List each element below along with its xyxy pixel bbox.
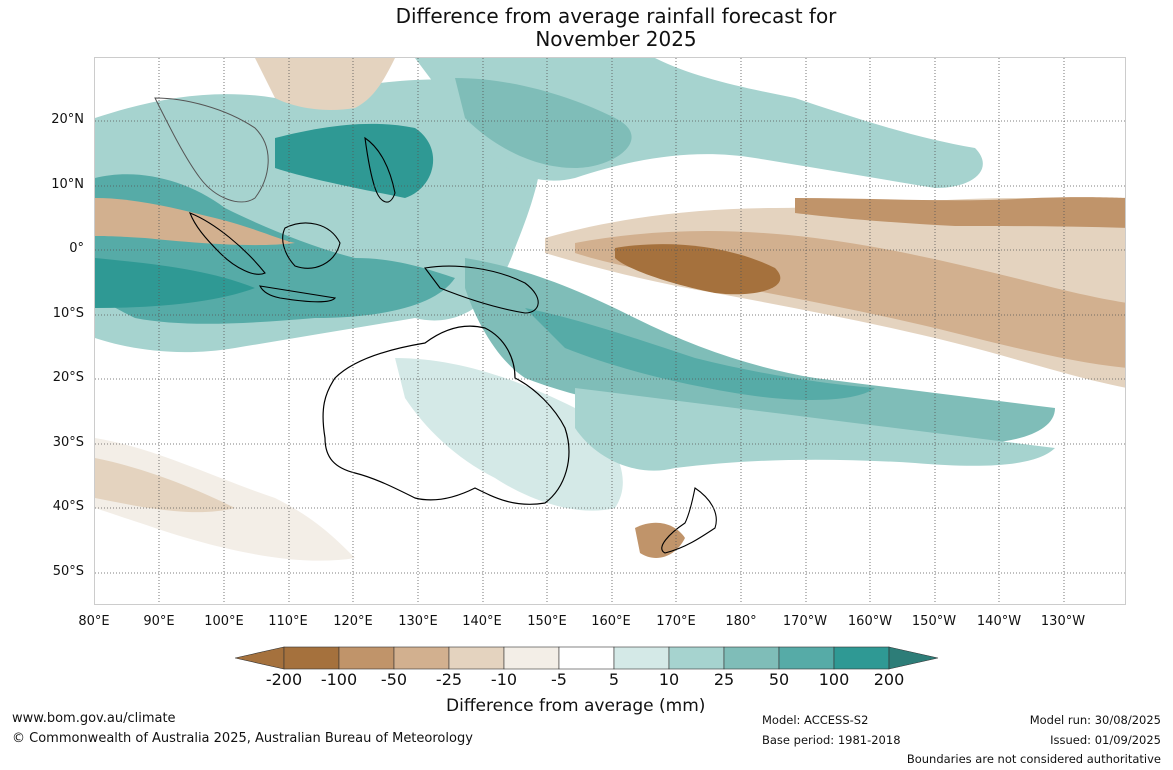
colorbar-segment: [833, 646, 890, 670]
new-zealand-outline: [661, 487, 717, 554]
rainfall-map: [94, 57, 1126, 605]
lon-label-170w: 170°W: [782, 614, 828, 629]
title-line-2: November 2025: [535, 27, 697, 51]
colorbar-tick: 25: [713, 670, 735, 689]
lon-label-120e: 120°E: [333, 614, 373, 629]
lat-label-30s: 30°S: [52, 435, 84, 450]
colorbar-tick: -100: [320, 670, 358, 689]
dry-region-equatorial-pacific-core: [615, 244, 781, 295]
lon-label-80e: 80°E: [78, 614, 110, 629]
colorbar-label: Difference from average (mm): [446, 696, 706, 716]
lon-label-130e: 130°E: [398, 614, 438, 629]
lon-label-90e: 90°E: [143, 614, 175, 629]
lat-label-20s: 20°S: [52, 370, 84, 385]
colorbar-segment: [778, 646, 835, 670]
colorbar-tick: -200: [265, 670, 303, 689]
lon-label-170e: 170°E: [656, 614, 696, 629]
colorbar-segment: [668, 646, 725, 670]
colorbar-segment: [393, 646, 450, 670]
dry-region-southern-ocean-west-mid: [95, 458, 235, 513]
lat-label-20n: 20°N: [51, 112, 84, 127]
website-link[interactable]: www.bom.gov.au/climate: [12, 711, 176, 726]
disclaimer-text: Boundaries are not considered authoritat…: [906, 752, 1161, 766]
issued-text: Issued: 01/09/2025: [1050, 733, 1161, 747]
lat-label-10n: 10°N: [51, 177, 84, 192]
wet-region-spcz-core: [525, 308, 875, 400]
lon-label-140e: 140°E: [462, 614, 502, 629]
lon-label-150w: 150°W: [911, 614, 957, 629]
lat-label-50s: 50°S: [52, 564, 84, 579]
colorbar-segment: [503, 646, 560, 670]
colorbar-tick: 50: [768, 670, 790, 689]
dry-region-north-china-sea: [255, 58, 395, 110]
dry-region-new-zealand: [635, 522, 685, 558]
colorbar-segment: [338, 646, 395, 670]
colorbar-tick: 10: [658, 670, 680, 689]
colorbar-extend-low: [234, 646, 285, 670]
model-run-text: Model run: 30/08/2025: [1029, 713, 1161, 727]
indochina-outline: [154, 97, 269, 203]
lat-label-0: 0°: [69, 241, 84, 256]
dry-region-north-equator-band: [795, 197, 1125, 228]
rainfall-map-graphic: [95, 58, 1125, 604]
copyright-text: © Commonwealth of Australia 2025, Austra…: [12, 731, 473, 746]
wet-region-indian-ocean-core: [95, 258, 255, 308]
java-outline: [259, 285, 337, 303]
colorbar-segment: [283, 646, 340, 670]
dry-region-indian-ocean: [95, 198, 295, 246]
colorbar-tick: -50: [380, 670, 408, 689]
wet-region-north-pacific-mid: [455, 78, 632, 168]
colorbar-tick: 100: [818, 670, 850, 689]
australia-outline: [322, 325, 570, 505]
lon-label-140w: 140°W: [976, 614, 1022, 629]
lon-label-110e: 110°E: [268, 614, 308, 629]
colorbar-segment: [723, 646, 780, 670]
model-text: Model: ACCESS-S2: [762, 713, 869, 727]
colorbar-tick: 5: [608, 670, 620, 689]
colorbar-tick: -25: [435, 670, 463, 689]
title-line-1: Difference from average rainfall forecas…: [395, 4, 837, 28]
borneo-outline: [282, 222, 341, 269]
lon-label-130w: 130°W: [1040, 614, 1086, 629]
graticule: [95, 58, 1125, 604]
wet-region-south-pacific: [575, 388, 1055, 471]
lat-label-40s: 40°S: [52, 499, 84, 514]
wet-region-philippines: [275, 123, 434, 198]
colorbar-tick: 200: [873, 670, 905, 689]
dry-region-southern-ocean-west: [95, 438, 355, 561]
base-period-text: Base period: 1981-2018: [762, 733, 901, 747]
colorbar-segment: [558, 646, 615, 670]
lon-label-160w: 160°W: [847, 614, 893, 629]
lon-label-150e: 150°E: [527, 614, 567, 629]
map-title: Difference from average rainfall forecas…: [0, 5, 1173, 51]
sumatra-outline: [189, 212, 266, 275]
colorbar-segment: [448, 646, 505, 670]
lon-label-100e: 100°E: [204, 614, 244, 629]
lon-label-160e: 160°E: [591, 614, 631, 629]
lon-label-180: 180°: [725, 614, 757, 629]
lat-label-10s: 10°S: [52, 306, 84, 321]
colorbar-segment: [613, 646, 670, 670]
philippines-outline: [364, 136, 396, 203]
colorbar-tick: -10: [490, 670, 518, 689]
colorbar-graphic: [234, 646, 939, 670]
new-guinea-outline: [424, 265, 539, 314]
colorbar-extend-high: [888, 646, 939, 670]
colorbar-tick: -5: [551, 670, 567, 689]
colorbar: [234, 646, 939, 674]
